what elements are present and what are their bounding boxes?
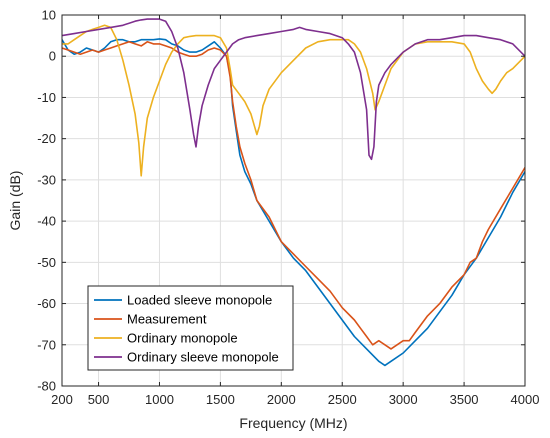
y-tick-label: -80 <box>37 379 56 394</box>
series-line-measurement <box>62 40 525 350</box>
y-tick-label: -10 <box>37 90 56 105</box>
x-tick-label: 2000 <box>267 392 296 407</box>
y-tick-label: -20 <box>37 131 56 146</box>
series-line-ordinary-monopole <box>62 24 525 177</box>
y-tick-label: -50 <box>37 255 56 270</box>
legend-label: Ordinary sleeve monopole <box>127 350 279 365</box>
y-tick-label: -60 <box>37 296 56 311</box>
legend-label: Ordinary monopole <box>127 331 238 346</box>
y-tick-label: -30 <box>37 172 56 187</box>
x-tick-label: 200 <box>51 392 73 407</box>
legend: Loaded sleeve monopole Measurement Ordinar… <box>87 285 294 371</box>
x-tick-label: 500 <box>88 392 110 407</box>
x-tick-label: 3000 <box>389 392 418 407</box>
series-line-ordinary-sleeve-monopole <box>62 18 525 161</box>
plot-lines <box>62 18 525 367</box>
legend-label: Loaded sleeve monopole <box>127 293 272 308</box>
y-tick-label: -40 <box>37 214 56 229</box>
y-tick-label: -70 <box>37 337 56 352</box>
x-axis-title: Frequency (MHz) <box>239 415 347 431</box>
x-tick-label: 1000 <box>145 392 174 407</box>
plot-frame <box>61 14 526 387</box>
x-tick-label: 4000 <box>511 392 540 407</box>
y-tick-label: 0 <box>49 49 56 64</box>
y-axis-title: Gain (dB) <box>7 171 23 231</box>
legend-box <box>87 285 294 371</box>
y-tick-label: 10 <box>42 8 56 23</box>
legend-label: Measurement <box>127 312 207 327</box>
x-tick-label: 3500 <box>450 392 479 407</box>
x-tick-label: 1500 <box>206 392 235 407</box>
x-tick-label: 2500 <box>328 392 357 407</box>
axis-ticks: 200 500 1000 1500 2000 2500 3000 3500 4000 10 0 -10… <box>37 8 539 408</box>
